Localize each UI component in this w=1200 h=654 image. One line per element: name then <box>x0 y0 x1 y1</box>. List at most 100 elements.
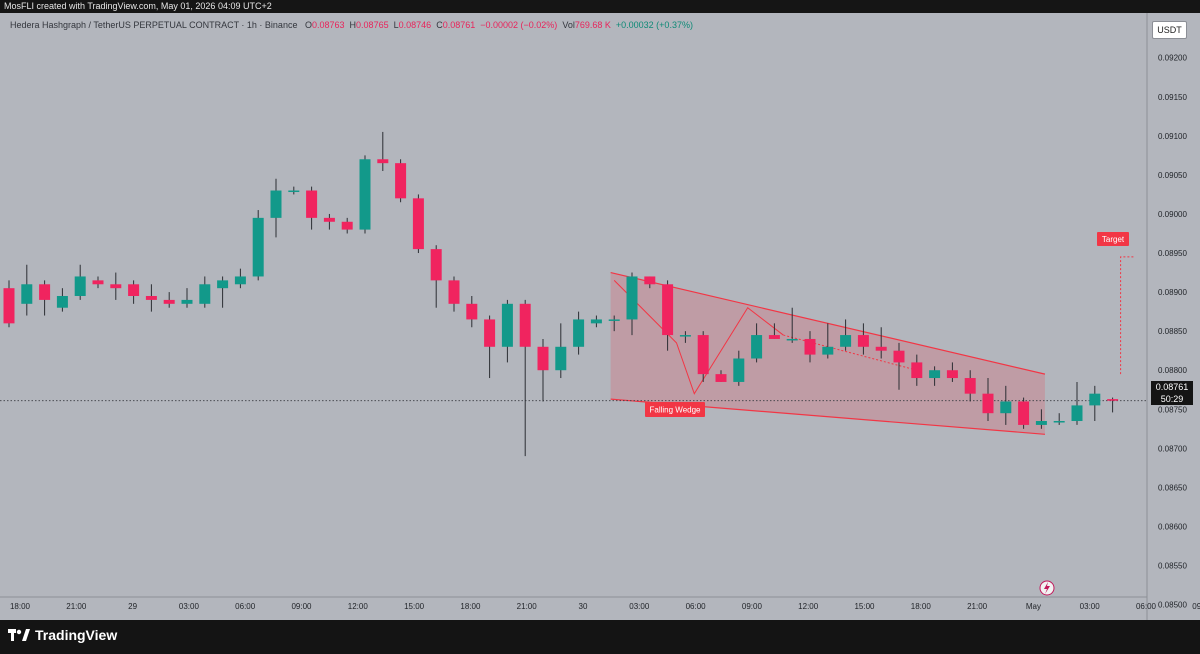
candle-body <box>288 190 300 193</box>
y-tick-label: 0.08600 <box>1158 522 1187 531</box>
symbol-legend: Hedera Hashgraph / TetherUS PERPETUAL CO… <box>10 20 693 30</box>
candle-body <box>110 284 122 289</box>
y-tick-label: 0.08900 <box>1158 288 1187 297</box>
lightning-bolt-icon <box>1044 582 1050 594</box>
y-tick-label: 0.09050 <box>1158 171 1187 180</box>
candle-body <box>448 280 460 304</box>
x-tick-label: 29 <box>128 602 137 611</box>
x-tick-label: 06:00 <box>1136 602 1157 611</box>
close-label: C <box>436 20 443 30</box>
volume-value: 769.68 K <box>574 20 611 30</box>
candle-body <box>74 276 86 296</box>
x-tick-label: 12:00 <box>798 602 819 611</box>
y-tick-label: 0.08550 <box>1158 562 1187 571</box>
x-tick-label: 09:00 <box>291 602 312 611</box>
candle-body <box>1035 421 1047 425</box>
x-tick-label: 12:00 <box>348 602 369 611</box>
x-tick-label: 06:00 <box>686 602 707 611</box>
candle-body <box>768 335 780 339</box>
candle-body <box>626 276 638 320</box>
candle-body <box>145 295 157 300</box>
x-tick-label: 09:00 <box>1192 602 1200 611</box>
last-price-value: 0.08761 <box>1155 382 1189 392</box>
close-value: 0.08761 <box>442 20 476 30</box>
falling-wedge-label: Falling Wedge <box>650 406 702 415</box>
candle-body <box>466 303 478 320</box>
wedge-dotted-path <box>783 334 917 371</box>
candle-body <box>573 319 585 347</box>
x-tick-label: 15:00 <box>854 602 875 611</box>
candle-body <box>377 159 389 164</box>
candle-body <box>893 350 905 363</box>
y-tick-label: 0.08700 <box>1158 444 1187 453</box>
last-price-tag: 0.08761 50:29 <box>1151 381 1193 405</box>
candle-body <box>395 163 407 199</box>
candle-body <box>590 319 602 324</box>
candle-body <box>822 346 834 355</box>
brand-logo[interactable]: TradingView <box>8 627 117 643</box>
candle-body <box>555 346 567 371</box>
candle-body <box>964 378 976 394</box>
y-tick-label: 0.08950 <box>1158 249 1187 258</box>
candle-body <box>519 303 531 347</box>
high-label: H <box>349 20 357 30</box>
symbol-title: Hedera Hashgraph / TetherUS PERPETUAL CO… <box>10 20 298 30</box>
candle-body <box>804 338 816 355</box>
candle-body <box>56 295 68 308</box>
candle-body <box>92 280 104 285</box>
candle-body <box>430 249 442 281</box>
candle-body <box>252 217 264 277</box>
candle-body <box>128 284 140 296</box>
candle-body <box>662 284 674 336</box>
candle-body <box>306 190 318 218</box>
candle-body <box>412 198 424 250</box>
target-projection-line <box>1120 256 1134 375</box>
x-tick-label: 06:00 <box>235 602 256 611</box>
y-tick-label: 0.09150 <box>1158 93 1187 102</box>
candle-body <box>733 358 745 382</box>
candle-body <box>234 276 246 285</box>
candle-body <box>163 299 175 304</box>
candle-body <box>857 335 869 347</box>
x-tick-label: 21:00 <box>517 602 538 611</box>
candle-body <box>946 370 958 379</box>
candle-body <box>217 280 229 289</box>
y-tick-label: 0.09100 <box>1158 132 1187 141</box>
candlestick-chart[interactable]: 0.09200 0.09150 0.09100 0.09050 0.09000 0.089… <box>0 13 1200 620</box>
high-value: 0.08765 <box>356 20 389 30</box>
x-tick-label: 09:00 <box>742 602 763 611</box>
volume-label: Vol <box>562 20 575 30</box>
candle-body <box>359 159 371 230</box>
candle-body <box>1053 421 1065 423</box>
x-tick-label: 15:00 <box>404 602 425 611</box>
y-tick-label: 0.08800 <box>1158 366 1187 375</box>
candle-body <box>982 393 994 414</box>
x-tick-label: 21:00 <box>967 602 988 611</box>
x-tick-label: 03:00 <box>1080 602 1101 611</box>
low-value: 0.08746 <box>398 20 432 30</box>
y-tick-label: 0.08650 <box>1158 483 1187 492</box>
change-value: −0.00002 (−0.02%) <box>480 20 558 30</box>
top-bar: MosFLI created with TradingView.com, May… <box>0 0 1200 13</box>
candle-body <box>501 303 513 347</box>
candle-body <box>697 335 709 375</box>
candle-body <box>484 319 496 347</box>
candle-body <box>715 374 727 382</box>
currency-button[interactable]: USDT <box>1152 21 1187 39</box>
candle-body <box>786 338 798 341</box>
x-tick-label: 21:00 <box>66 602 87 611</box>
created-text: MosFLI created with TradingView.com, May… <box>4 1 272 11</box>
x-tick-label: May <box>1026 602 1041 611</box>
x-tick-label: 18:00 <box>911 602 932 611</box>
candle-body <box>181 299 193 304</box>
candle-body <box>1071 405 1083 422</box>
open-label: O <box>304 20 312 30</box>
y-tick-label: 0.09200 <box>1158 54 1187 63</box>
falling-wedge-label-bg <box>645 402 705 417</box>
candle-body <box>341 221 353 230</box>
candle-body <box>929 370 941 379</box>
low-label: L <box>393 20 399 30</box>
chart-frame[interactable]: 0.09200 0.09150 0.09100 0.09050 0.09000 0.089… <box>0 13 1200 620</box>
candle-body <box>644 276 656 285</box>
candle-body <box>21 284 33 304</box>
